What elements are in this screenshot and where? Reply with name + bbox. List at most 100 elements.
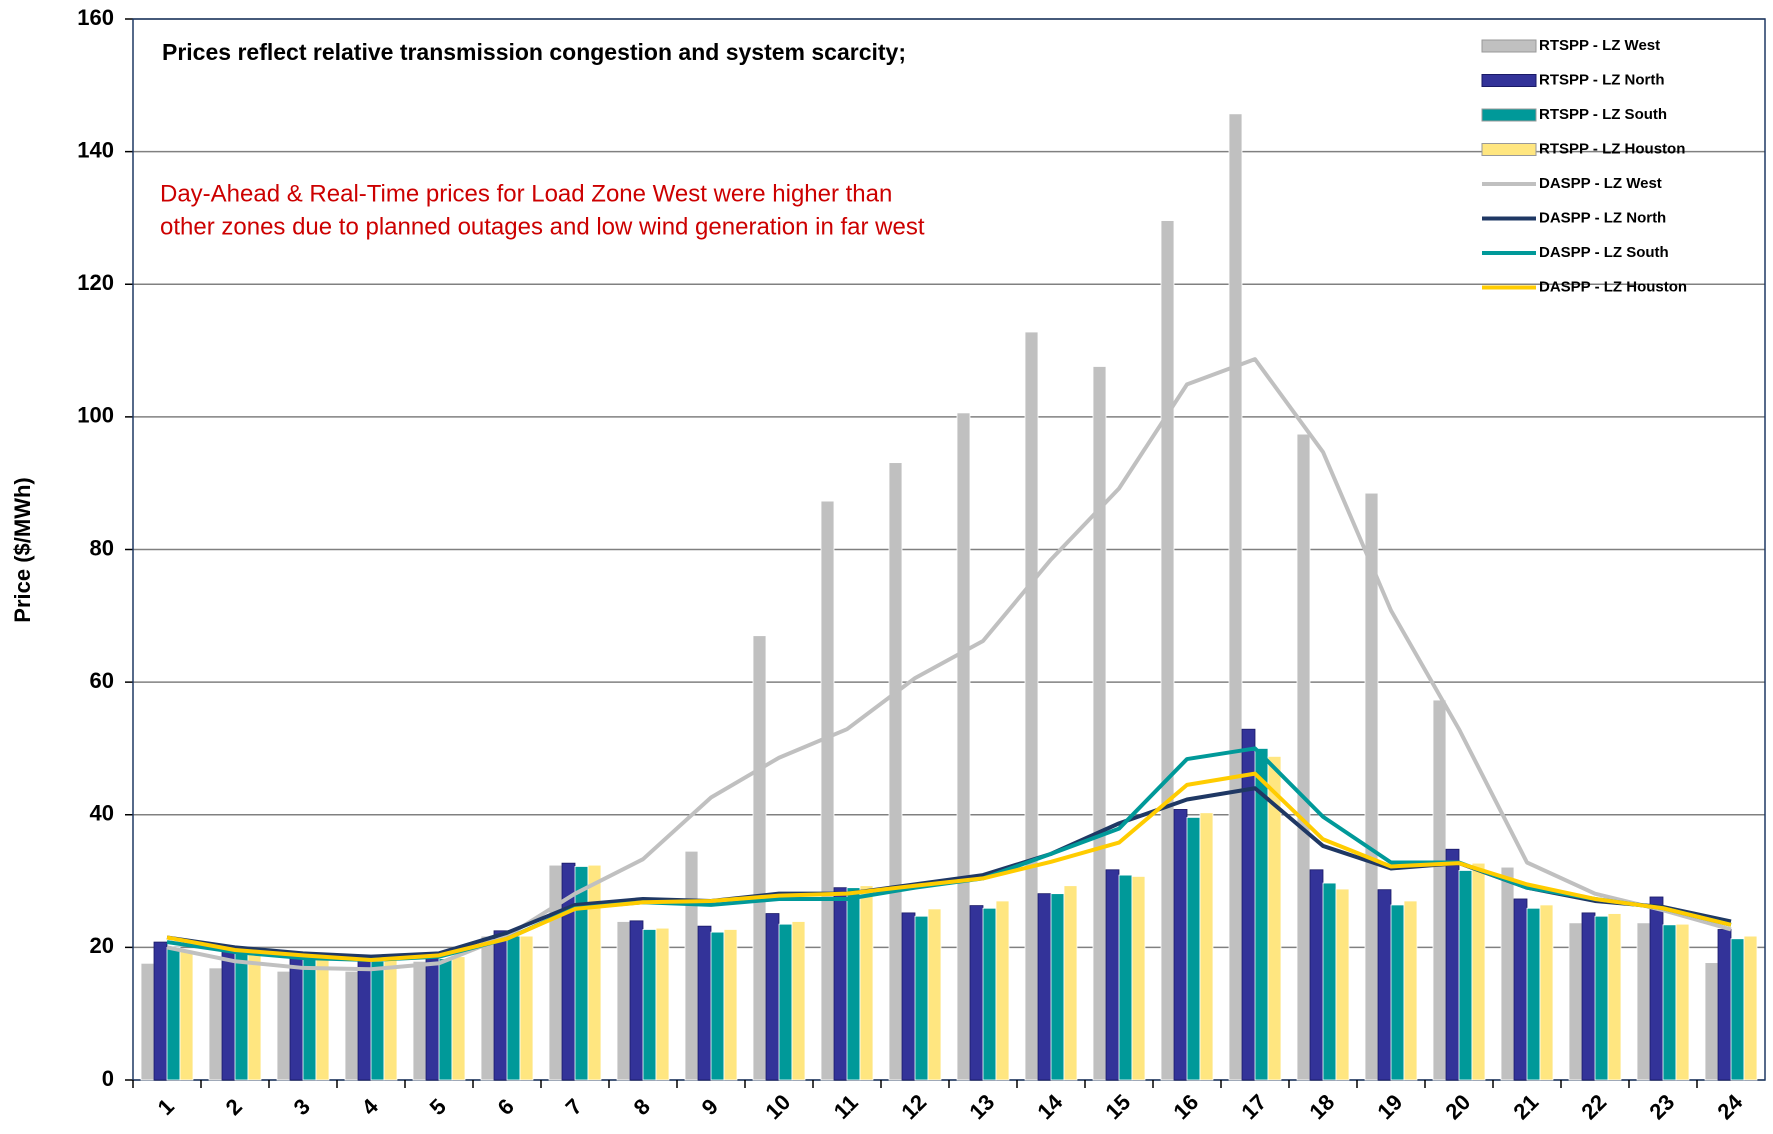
bar bbox=[710, 931, 725, 1081]
legend-swatch bbox=[1481, 143, 1537, 156]
bar bbox=[1309, 869, 1324, 1081]
bar bbox=[888, 462, 903, 1081]
legend-label: RTSPP - LZ West bbox=[1539, 37, 1660, 54]
bar bbox=[1131, 876, 1146, 1081]
bar bbox=[1024, 331, 1039, 1081]
x-tick-label: 23 bbox=[1644, 1089, 1679, 1124]
bar bbox=[778, 923, 793, 1081]
bar bbox=[1173, 809, 1188, 1081]
bar bbox=[208, 967, 223, 1081]
bar bbox=[956, 412, 971, 1081]
x-tick-label: 3 bbox=[289, 1094, 315, 1120]
bar bbox=[1594, 915, 1609, 1081]
x-tick-label: 21 bbox=[1508, 1089, 1543, 1124]
bar bbox=[969, 905, 984, 1081]
bar bbox=[289, 954, 304, 1081]
legend-label: RTSPP - LZ South bbox=[1539, 106, 1667, 123]
bar bbox=[684, 850, 699, 1081]
bar bbox=[1296, 433, 1311, 1081]
bar bbox=[548, 864, 563, 1081]
y-axis-title: Price ($/MWh) bbox=[10, 477, 35, 622]
bar bbox=[1186, 817, 1201, 1081]
bar bbox=[859, 885, 874, 1081]
bar bbox=[480, 935, 495, 1081]
bar bbox=[1445, 848, 1460, 1081]
annotation: Day-Ahead & Real-Time prices for Load Zo… bbox=[160, 180, 892, 207]
x-tick-label: 19 bbox=[1372, 1089, 1407, 1124]
x-tick-label: 15 bbox=[1100, 1089, 1135, 1124]
bar bbox=[574, 866, 589, 1081]
bar bbox=[1267, 755, 1282, 1081]
bar bbox=[914, 915, 929, 1081]
y-tick-label: 140 bbox=[77, 137, 114, 162]
bar bbox=[1432, 699, 1447, 1081]
bar bbox=[370, 960, 385, 1081]
annotation: other zones due to planned outages and l… bbox=[160, 213, 925, 240]
x-tick-label: 7 bbox=[561, 1094, 587, 1120]
bar bbox=[1649, 896, 1664, 1081]
x-tick-label: 16 bbox=[1168, 1089, 1203, 1124]
bar bbox=[1364, 492, 1379, 1081]
bar bbox=[302, 956, 317, 1081]
bar bbox=[425, 958, 440, 1081]
bar bbox=[1607, 913, 1622, 1081]
bar bbox=[1322, 882, 1337, 1081]
bar bbox=[820, 500, 835, 1081]
bar bbox=[1377, 889, 1392, 1081]
bar bbox=[1717, 929, 1732, 1081]
y-tick-label: 40 bbox=[90, 801, 114, 826]
bar bbox=[1050, 893, 1065, 1081]
bar bbox=[493, 930, 508, 1081]
bar bbox=[1092, 366, 1107, 1081]
bar bbox=[982, 907, 997, 1081]
x-tick-label: 12 bbox=[896, 1089, 931, 1124]
bar bbox=[179, 949, 194, 1081]
legend-swatch bbox=[1481, 39, 1537, 53]
line bbox=[166, 746, 1732, 962]
bar bbox=[1730, 938, 1745, 1081]
x-tick-label: 24 bbox=[1712, 1089, 1748, 1125]
bar bbox=[587, 864, 602, 1081]
legend-label: DASPP - LZ North bbox=[1539, 209, 1666, 226]
bar bbox=[765, 913, 780, 1081]
legend-swatch bbox=[1481, 74, 1537, 87]
y-tick-label: 0 bbox=[102, 1066, 114, 1091]
bar bbox=[153, 941, 168, 1081]
bar bbox=[1704, 962, 1719, 1081]
bar bbox=[506, 935, 521, 1081]
bar bbox=[1118, 874, 1133, 1081]
y-tick-label: 100 bbox=[77, 403, 114, 428]
bar bbox=[315, 956, 330, 1081]
legend-label: DASPP - LZ South bbox=[1539, 244, 1669, 261]
bar bbox=[1526, 907, 1541, 1081]
bar bbox=[723, 929, 738, 1081]
bar bbox=[1500, 866, 1515, 1081]
bar bbox=[1063, 885, 1078, 1081]
bar bbox=[166, 946, 181, 1081]
x-tick-label: 6 bbox=[493, 1094, 519, 1120]
x-tick-label: 9 bbox=[697, 1094, 723, 1120]
bar bbox=[1403, 900, 1418, 1081]
x-tick-label: 8 bbox=[629, 1094, 655, 1120]
bar bbox=[1228, 113, 1243, 1081]
bar bbox=[655, 927, 670, 1081]
bar bbox=[234, 952, 249, 1081]
line bbox=[166, 357, 1732, 972]
bar bbox=[519, 935, 534, 1081]
y-tick-label: 60 bbox=[90, 668, 114, 693]
x-tick-label: 11 bbox=[829, 1090, 863, 1124]
x-tick-label: 2 bbox=[221, 1094, 247, 1120]
x-tick-label: 22 bbox=[1576, 1089, 1611, 1124]
bar bbox=[901, 912, 916, 1081]
y-tick-label: 120 bbox=[77, 270, 114, 295]
bar bbox=[1105, 869, 1120, 1081]
bar bbox=[1241, 728, 1256, 1081]
x-tick-label: 10 bbox=[760, 1089, 795, 1124]
bar bbox=[1471, 862, 1486, 1081]
bar bbox=[1662, 924, 1677, 1081]
bar bbox=[995, 900, 1010, 1081]
bar bbox=[412, 960, 427, 1081]
legend-label: DASPP - LZ Houston bbox=[1539, 278, 1687, 295]
legend-label: RTSPP - LZ North bbox=[1539, 71, 1665, 88]
